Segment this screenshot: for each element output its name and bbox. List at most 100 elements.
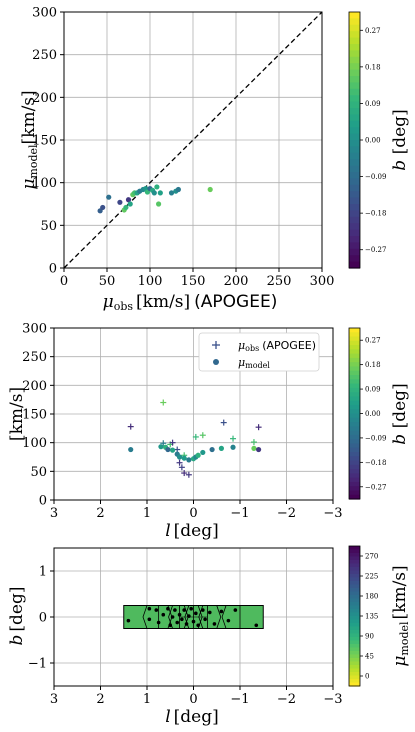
p2-model-point-7 [181, 455, 187, 461]
p1-ytick-label-6: 300 [32, 6, 57, 21]
p3-ytick-label-1: 0 [39, 611, 47, 626]
p1-xtick-label-5: 250 [267, 274, 292, 289]
p3-cbar-band-20 [349, 616, 360, 621]
p2-cbar-tick-label-6: −0.27 [365, 483, 386, 491]
p2-legend-label-obs: μobs (APOGEE) [238, 339, 316, 353]
p1-colorbar-label: b [deg] [390, 109, 410, 170]
p2-obs-point-8 [181, 470, 188, 477]
p3-colorbar-label: μmodel[km/s] [390, 565, 411, 666]
p2-ytick-label-5: 250 [22, 350, 47, 365]
p1-cbar-band-7 [349, 56, 360, 64]
p1-xtick-label-3: 150 [181, 274, 206, 289]
p2-cbar-band-5 [349, 349, 360, 355]
p2-cbar-band-9 [349, 366, 360, 372]
p1-x-ticks: 0 50 100 150 200 250 300 [60, 268, 334, 289]
p2-cbar-band-13 [349, 383, 360, 389]
p2-model-point-14 [218, 445, 224, 451]
p3-point-7 [168, 623, 173, 628]
p3-x-ticks: 3 2 1 0 −1 −2 −3 [50, 686, 343, 707]
p2-cbar-band-8 [349, 362, 360, 368]
p1-point-21 [168, 190, 175, 196]
p1-point-5 [123, 204, 129, 211]
p3-point-20 [201, 608, 205, 612]
p2-cbar-band-14 [349, 387, 360, 393]
p1-cbar-band-5 [349, 44, 360, 51]
p2-cbar-band-37 [349, 486, 360, 492]
p1-xtick-label-4: 200 [224, 274, 249, 289]
p2-cbar-band-38 [349, 490, 360, 496]
p1-point-24 [207, 186, 213, 193]
p1-cbar-band-34 [349, 229, 360, 237]
p3-cbar-band-25 [349, 633, 360, 638]
p3-point-9 [173, 608, 177, 612]
p2-cbar-band-3 [349, 340, 360, 346]
p2-legend: μobs (APOGEE) μmodel [198, 332, 320, 372]
p3-cell-edge-0 [142, 605, 148, 629]
p2-obs-point-2 [160, 440, 167, 447]
p3-cbar-band-35 [349, 668, 360, 673]
p3-cbar-band-2 [349, 553, 360, 558]
p2-cbar-band-12 [349, 379, 360, 385]
p3-cbar-band-32 [349, 658, 360, 663]
p2-model-point-17 [256, 446, 262, 453]
p3-cbar-band-6 [349, 567, 360, 572]
p1-cbar-band-37 [349, 248, 360, 256]
p3-point-5 [161, 612, 166, 617]
p3-points [126, 606, 259, 628]
p2-cbar-band-0 [349, 328, 360, 333]
p1-cbar-band-15 [349, 108, 360, 115]
p1-cbar-band-39 [349, 261, 360, 269]
p3-cbar-band-16 [349, 602, 360, 607]
p3-cbar-tick-label-5: 45 [365, 653, 374, 661]
p1-point-17 [151, 190, 157, 196]
p2-cbar-band-2 [349, 336, 360, 342]
p3-cell-edge-12 [221, 605, 227, 629]
p1-point-7 [127, 201, 133, 207]
p2-obs-point-11 [192, 433, 199, 440]
p1-cbar-band-8 [349, 63, 360, 71]
p3-cbar-band-14 [349, 595, 360, 600]
p2-cbar-tick-label-2: 0.09 [365, 386, 381, 394]
p3-xtick-label-5: −2 [277, 692, 296, 707]
p3-cell-edge-11 [216, 605, 222, 629]
p3-xtick-label-3: 0 [189, 692, 197, 707]
p1-xtick-label-0: 0 [60, 274, 68, 289]
p1-ytick-label-0: 0 [49, 262, 57, 277]
p1-points [97, 184, 213, 214]
p1-cbar-band-22 [349, 152, 360, 160]
p2-cbar-band-29 [349, 451, 360, 457]
p1-point-1 [100, 204, 106, 211]
p2-cbar-band-15 [349, 392, 360, 397]
p3-point-27 [254, 623, 259, 628]
p1-cbar-band-9 [349, 69, 360, 77]
p2-cbar-band-26 [349, 439, 360, 445]
p1-cbar-band-1 [349, 18, 360, 26]
p3-cbar-band-33 [349, 661, 360, 666]
p1-cbar-tick-label-1: 0.18 [365, 63, 381, 71]
p2-cbar-band-32 [349, 464, 360, 470]
p1-cbar-tick-label-3: 0.00 [365, 137, 381, 145]
p1-cbar-band-27 [349, 184, 360, 192]
p2-cbar-band-27 [349, 443, 360, 449]
p3-cbar-band-21 [349, 619, 360, 624]
p2-x-label: l [deg] [165, 521, 219, 541]
p3-point-25 [226, 618, 231, 623]
p3-cbar-band-22 [349, 623, 360, 628]
p2-cbar-tick-label-5: −0.18 [365, 459, 386, 467]
p2-y-ticks: 0 50 100 150 200 250 300 [22, 322, 54, 509]
p2-obs-point-0 [127, 423, 134, 430]
p3-cbar-band-36 [349, 672, 360, 677]
p2-model-point-12 [200, 449, 206, 456]
p1-xtick-label-2: 100 [138, 274, 163, 289]
p2-obs-point-4 [169, 439, 176, 446]
p3-point-22 [207, 610, 212, 615]
p3-point-3 [154, 608, 159, 612]
p3-xtick-label-2: 1 [143, 692, 151, 707]
p3-cbar-band-3 [349, 556, 360, 561]
p2-xtick-label-0: 3 [50, 506, 58, 521]
panel-sky-cells: 3 2 1 0 −1 −2 −3 1 0 −1 l [deg] b[deg] 270 225 180 1… [7, 545, 411, 727]
p1-cbar-band-11 [349, 82, 360, 90]
p1-cbar-tick-label-0: 0.27 [365, 27, 381, 35]
p2-ytick-label-4: 200 [22, 379, 47, 394]
